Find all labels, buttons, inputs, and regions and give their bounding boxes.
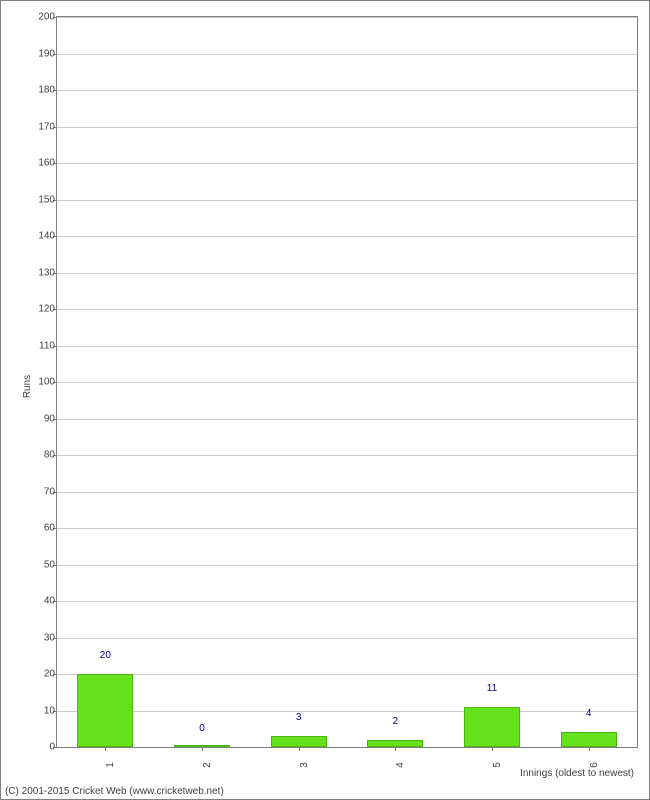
- x-tick-label: 6: [589, 762, 600, 768]
- x-tick-label: 3: [299, 762, 310, 768]
- grid-line: [57, 309, 637, 310]
- bar-value-label: 3: [296, 712, 302, 723]
- grid-line: [57, 17, 637, 18]
- x-tick-label: 1: [105, 762, 116, 768]
- grid-line: [57, 163, 637, 164]
- grid-line: [57, 565, 637, 566]
- bar: [561, 732, 617, 747]
- grid-line: [57, 674, 637, 675]
- y-tick-label: 100: [38, 377, 57, 388]
- bar-value-label: 20: [100, 650, 111, 661]
- x-tick-mark: [202, 747, 203, 751]
- bar: [271, 736, 327, 747]
- x-axis-label: Innings (oldest to newest): [520, 768, 634, 779]
- y-tick-label: 140: [38, 231, 57, 242]
- y-tick-label: 160: [38, 158, 57, 169]
- y-tick-label: 110: [39, 340, 57, 351]
- grid-line: [57, 601, 637, 602]
- y-tick-label: 50: [44, 559, 57, 570]
- grid-line: [57, 127, 637, 128]
- grid-line: [57, 54, 637, 55]
- x-tick-mark: [105, 747, 106, 751]
- y-tick-label: 0: [49, 742, 57, 753]
- grid-line: [57, 90, 637, 91]
- y-axis-label: Runs: [22, 375, 33, 398]
- bar: [464, 707, 520, 747]
- grid-line: [57, 455, 637, 456]
- y-tick-label: 180: [38, 85, 57, 96]
- grid-line: [57, 200, 637, 201]
- y-tick-label: 70: [44, 486, 57, 497]
- y-tick-label: 80: [44, 450, 57, 461]
- y-tick-label: 60: [44, 523, 57, 534]
- y-tick-label: 120: [38, 304, 57, 315]
- bar: [367, 740, 423, 747]
- grid-line: [57, 273, 637, 274]
- y-tick-label: 10: [44, 705, 57, 716]
- y-tick-label: 40: [44, 596, 57, 607]
- y-tick-label: 190: [38, 48, 57, 59]
- y-tick-label: 130: [38, 267, 57, 278]
- grid-line: [57, 528, 637, 529]
- chart-container: 0102030405060708090100110120130140150160…: [0, 0, 650, 800]
- grid-line: [57, 419, 637, 420]
- y-tick-label: 30: [44, 632, 57, 643]
- bar: [174, 745, 230, 747]
- x-tick-mark: [492, 747, 493, 751]
- bar: [77, 674, 133, 747]
- bar-value-label: 0: [199, 723, 205, 734]
- y-tick-label: 170: [38, 121, 57, 132]
- y-tick-label: 90: [44, 413, 57, 424]
- grid-line: [57, 236, 637, 237]
- y-tick-label: 200: [38, 12, 57, 23]
- plot-area: 0102030405060708090100110120130140150160…: [56, 16, 638, 748]
- x-tick-mark: [395, 747, 396, 751]
- y-tick-label: 150: [38, 194, 57, 205]
- x-tick-mark: [589, 747, 590, 751]
- bar-value-label: 11: [487, 683, 497, 694]
- bar-value-label: 2: [393, 716, 399, 727]
- bar-value-label: 4: [586, 708, 592, 719]
- grid-line: [57, 711, 637, 712]
- grid-line: [57, 492, 637, 493]
- x-tick-mark: [299, 747, 300, 751]
- x-tick-label: 4: [395, 762, 406, 768]
- grid-line: [57, 382, 637, 383]
- y-tick-label: 20: [44, 669, 57, 680]
- grid-line: [57, 346, 637, 347]
- x-tick-label: 5: [492, 762, 503, 768]
- grid-line: [57, 638, 637, 639]
- x-tick-label: 2: [202, 762, 213, 768]
- copyright-text: (C) 2001-2015 Cricket Web (www.cricketwe…: [5, 786, 224, 797]
